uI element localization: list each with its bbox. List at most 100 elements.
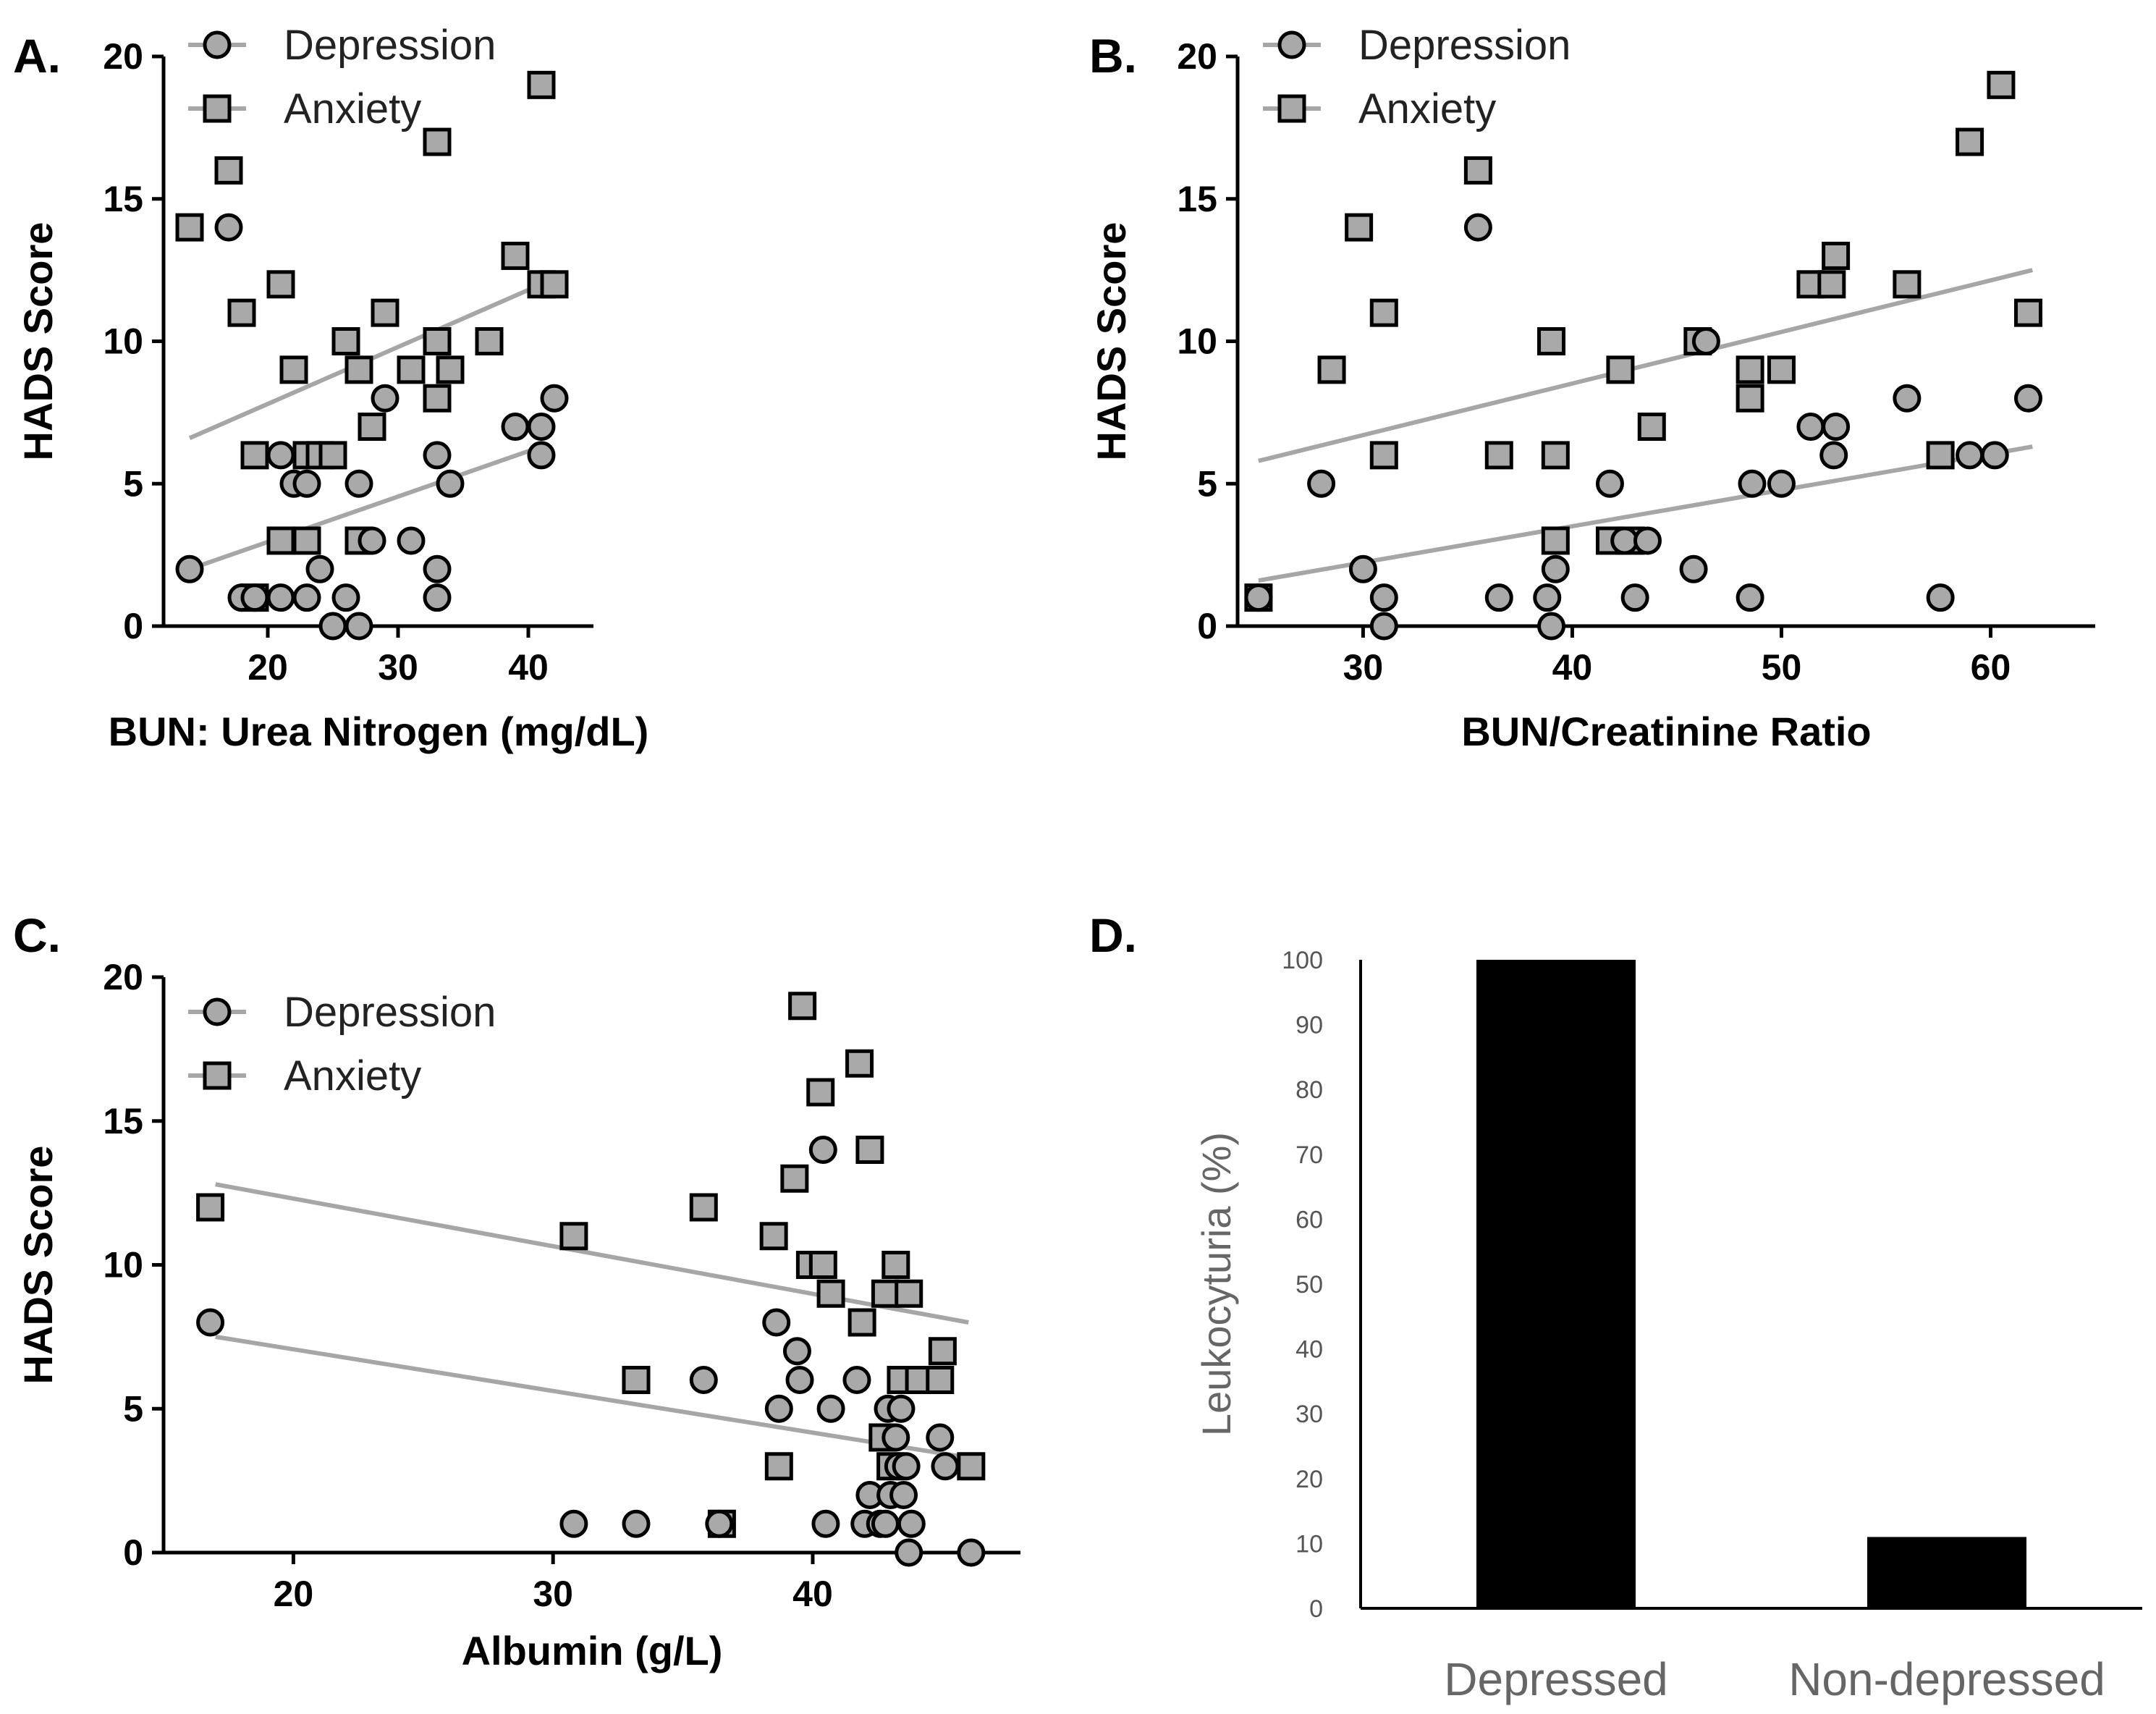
depression-point bbox=[292, 583, 321, 612]
category-label: Depressed bbox=[1444, 1653, 1668, 1705]
depression-point bbox=[705, 1509, 734, 1538]
depression-point bbox=[305, 554, 334, 583]
anxiety-point bbox=[764, 1452, 793, 1481]
anxiety-point bbox=[240, 441, 269, 470]
anxiety-point bbox=[1893, 270, 1922, 299]
depression-point bbox=[559, 1509, 588, 1538]
legend-square-marker bbox=[203, 1061, 232, 1090]
anxiety-point bbox=[1736, 355, 1764, 384]
legend-anxiety: Anxiety bbox=[1263, 85, 1496, 132]
legend-circle-marker bbox=[203, 30, 232, 59]
depression-point bbox=[1369, 583, 1398, 612]
depression-point bbox=[318, 612, 347, 641]
depression-point bbox=[1893, 384, 1922, 413]
anxiety-point bbox=[2014, 298, 2043, 327]
anxiety-point bbox=[1369, 298, 1398, 327]
anxiety-point bbox=[816, 1279, 845, 1308]
x-tick-label: 50 bbox=[1762, 647, 1802, 688]
depression-point bbox=[1533, 583, 1562, 612]
panel-a-scatter: A. 0 5 10 15 20 20 30 40 BUN: Urea Nitrogen (mg/d… bbox=[13, 22, 648, 754]
depression-point bbox=[331, 583, 360, 612]
legend-label: Depression bbox=[284, 22, 496, 69]
legend-label: Anxiety bbox=[284, 1052, 421, 1099]
anxiety-point bbox=[1822, 241, 1851, 270]
y-tick-label: 0 bbox=[123, 1532, 143, 1573]
category-label: Non-depressed bbox=[1788, 1653, 2105, 1705]
anxiety-point bbox=[1767, 355, 1796, 384]
anxiety-point bbox=[689, 1193, 718, 1222]
depression-point bbox=[371, 384, 400, 413]
y-tick-label: 0 bbox=[1197, 606, 1217, 646]
depression-point bbox=[808, 1136, 837, 1164]
legend-depression: Depression bbox=[188, 22, 496, 69]
y-tick-label: 60 bbox=[1295, 1206, 1323, 1233]
anxiety-point bbox=[622, 1366, 651, 1394]
y-tick-label: 10 bbox=[1295, 1530, 1323, 1558]
depression-point bbox=[266, 441, 295, 470]
y-tick-label: 30 bbox=[1295, 1401, 1323, 1428]
depression-trend-line bbox=[1258, 444, 2033, 583]
anxiety-point bbox=[1926, 441, 1955, 470]
y-tick-label: 100 bbox=[1282, 947, 1323, 974]
anxiety-point bbox=[1987, 70, 2016, 99]
depression-point bbox=[882, 1423, 910, 1452]
depression-point bbox=[1956, 441, 1984, 470]
x-tick-label: 30 bbox=[378, 647, 418, 688]
legend-label: Depression bbox=[1358, 22, 1571, 69]
y-tick-label: 10 bbox=[1177, 321, 1217, 362]
anxiety-point bbox=[436, 355, 465, 384]
depression-point bbox=[423, 441, 452, 470]
anxiety-point bbox=[344, 355, 373, 384]
anxiety-point bbox=[1484, 441, 1513, 470]
depression-point bbox=[892, 1452, 921, 1481]
anxiety-point bbox=[1637, 413, 1666, 442]
y-tick-label: 20 bbox=[103, 36, 143, 77]
anxiety-point bbox=[1537, 327, 1566, 355]
anxiety-point bbox=[540, 270, 569, 299]
anxiety-point bbox=[266, 526, 295, 555]
anxiety-point bbox=[882, 1251, 910, 1279]
anxiety-point bbox=[175, 213, 204, 242]
y-tick-label: 20 bbox=[103, 957, 143, 997]
depression-trend-line bbox=[189, 444, 542, 572]
depression-point bbox=[926, 1423, 955, 1452]
y-tick-label: 20 bbox=[1177, 36, 1217, 77]
anxiety-point bbox=[266, 270, 295, 299]
depression-point bbox=[527, 413, 556, 442]
depression-point bbox=[1736, 583, 1764, 612]
depression-point bbox=[1633, 526, 1662, 555]
legend-depression: Depression bbox=[1263, 22, 1571, 69]
anxiety-point bbox=[397, 355, 426, 384]
y-tick-label: 80 bbox=[1295, 1076, 1323, 1104]
anxiety-point bbox=[1956, 127, 1984, 156]
anxiety-trend-line bbox=[215, 1182, 969, 1325]
y-tick-label: 20 bbox=[1295, 1466, 1323, 1493]
anxiety-point bbox=[806, 1078, 835, 1107]
depression-point bbox=[1980, 441, 2009, 470]
anxiety-point bbox=[780, 1164, 809, 1193]
anxiety-point bbox=[423, 127, 452, 156]
depression-point bbox=[762, 1308, 791, 1337]
depression-point bbox=[397, 526, 426, 555]
panel-letter: C. bbox=[13, 908, 61, 962]
legend-depression: Depression bbox=[188, 989, 496, 1036]
y-axis-title: Leukocyturia (%) bbox=[1193, 1132, 1239, 1436]
legend-label: Anxiety bbox=[284, 85, 421, 132]
depression-point bbox=[1819, 441, 1848, 470]
anxiety-point bbox=[1606, 355, 1635, 384]
depression-point bbox=[816, 1394, 845, 1423]
depression-point bbox=[811, 1509, 840, 1538]
anxiety-point bbox=[1369, 441, 1398, 470]
legend-anxiety: Anxiety bbox=[188, 85, 421, 132]
y-tick-label: 0 bbox=[123, 606, 143, 646]
depression-point bbox=[1369, 612, 1398, 641]
y-tick-label: 5 bbox=[123, 1388, 143, 1429]
depression-point bbox=[423, 554, 452, 583]
anxiety-point bbox=[1817, 270, 1846, 299]
depression-point bbox=[887, 1394, 916, 1423]
panel-letter: D. bbox=[1089, 908, 1137, 962]
x-axis-title: BUN: Urea Nitrogen (mg/dL) bbox=[109, 709, 649, 754]
depression-point bbox=[1537, 612, 1566, 641]
depression-point bbox=[196, 1308, 225, 1337]
anxiety-point bbox=[227, 298, 256, 327]
